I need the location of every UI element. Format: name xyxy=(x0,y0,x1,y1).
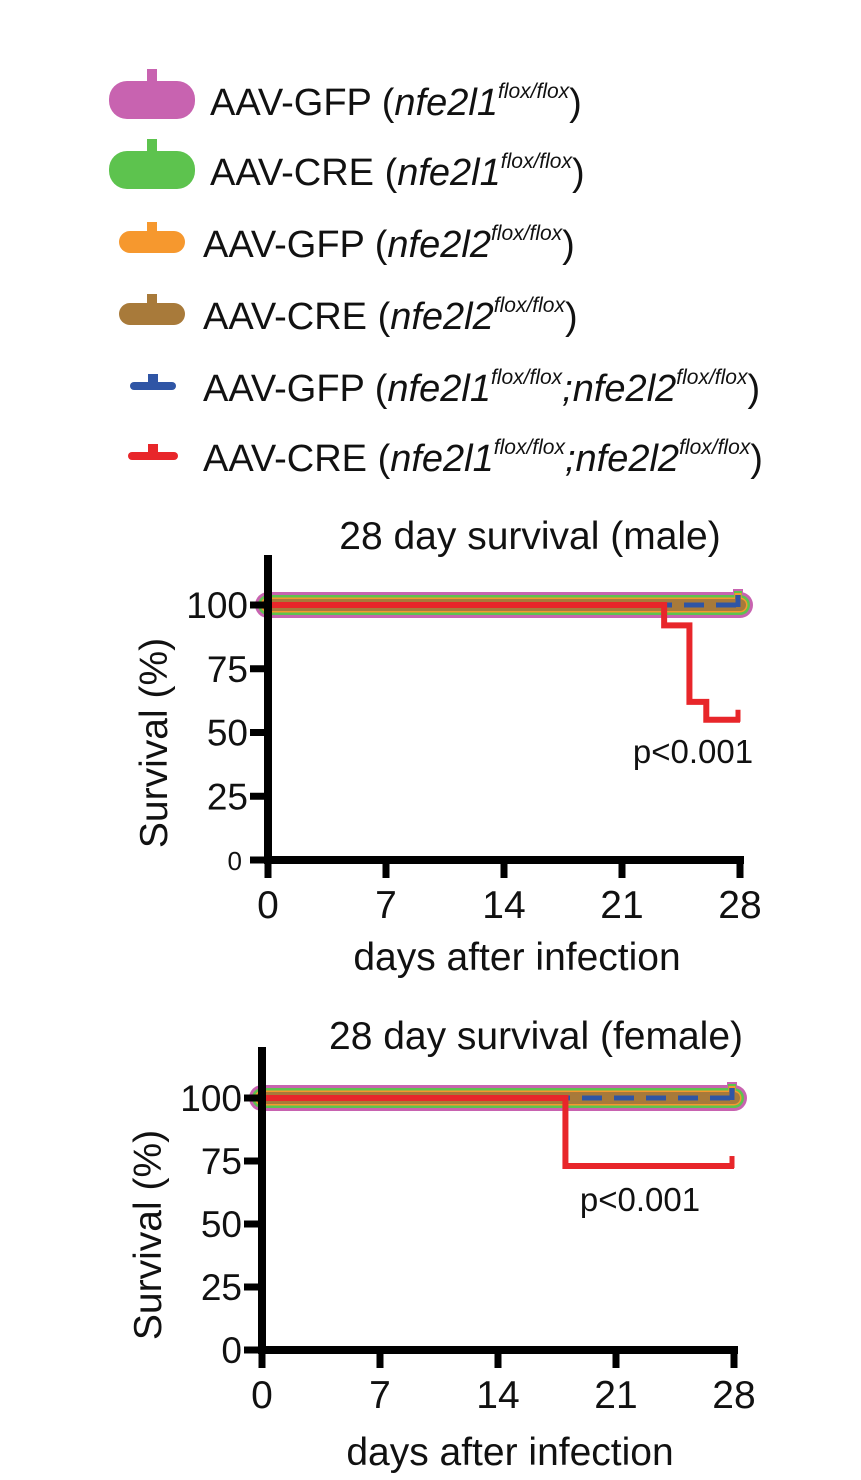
legend-item: AAV-GFP (nfe2l2flox/flox) xyxy=(0,210,861,270)
x-tick-label: 14 xyxy=(476,1374,519,1417)
legend-label: AAV-GFP (nfe2l1flox/flox) xyxy=(210,81,582,124)
y-tick-label: 75 xyxy=(201,1141,242,1182)
legend-label: AAV-GFP (nfe2l1flox/flox;nfe2l2flox/flox… xyxy=(203,367,761,410)
y-tick-label: 25 xyxy=(207,776,248,817)
legend-suffix: ) xyxy=(747,368,761,410)
chart-title: 28 day survival (female) xyxy=(329,1015,743,1058)
p-value-annotation: p<0.001 xyxy=(580,1181,700,1218)
legend-sup: flox/flox xyxy=(497,80,570,103)
legend-symbol xyxy=(109,69,195,119)
y-tick-label: 75 xyxy=(207,649,248,690)
series-line xyxy=(268,602,740,723)
legend-gene: nfe2l1 xyxy=(387,368,491,410)
x-tick-label: 0 xyxy=(251,1374,273,1417)
legend-label: AAV-CRE (nfe2l1flox/flox;nfe2l2flox/flox… xyxy=(203,437,763,480)
legend-item: AAV-CRE (nfe2l1flox/flox) xyxy=(0,138,861,198)
x-tick-label: 21 xyxy=(600,884,643,927)
legend-symbol xyxy=(128,444,178,460)
y-tick-label: 0 xyxy=(221,1330,242,1371)
chart-title: 28 day survival (male) xyxy=(339,515,720,558)
legend-suffix: ) xyxy=(571,152,585,194)
legend-sup: flox/flox xyxy=(490,222,563,245)
legend-sup: flox/flox xyxy=(490,366,563,389)
y-axis-label: Survival (%) xyxy=(127,1130,170,1340)
legend-item: AAV-CRE (nfe2l1flox/flox;nfe2l2flox/flox… xyxy=(0,424,861,484)
legend-sup: flox/flox xyxy=(493,436,565,459)
legend-sup: flox/flox xyxy=(676,366,748,389)
legend-gene: nfe2l2 xyxy=(575,438,680,480)
x-tick-label: 7 xyxy=(369,1374,391,1417)
legend-gene: nfe2l1 xyxy=(397,152,501,194)
legend-prefix: AAV-CRE ( xyxy=(210,152,398,194)
legend-gene: nfe2l1 xyxy=(390,438,494,480)
p-value-annotation: p<0.001 xyxy=(633,733,753,770)
x-tick-label: 0 xyxy=(257,884,279,927)
legend-item: AAV-GFP (nfe2l1flox/flox) xyxy=(0,68,861,128)
chart-female: 28 day survival (female) 0 25 50 75 100 0 7 14 21… xyxy=(127,1015,756,1474)
legend-symbol xyxy=(109,139,195,189)
legend-prefix: AAV-GFP ( xyxy=(203,224,388,266)
legend-sep: ; xyxy=(562,368,573,410)
legend-gene: nfe2l1 xyxy=(394,82,498,124)
y-tick-label: 25 xyxy=(201,1267,242,1308)
legend-symbol xyxy=(130,374,176,390)
legend-prefix: AAV-GFP ( xyxy=(203,368,388,410)
y-tick-label: 50 xyxy=(201,1204,242,1245)
x-tick-label: 21 xyxy=(594,1374,637,1417)
y-axis-label: Survival (%) xyxy=(133,638,176,848)
x-tick-label: 7 xyxy=(375,884,397,927)
legend-sup: flox/flox xyxy=(679,436,751,459)
legend-prefix: AAV-CRE ( xyxy=(203,438,391,480)
legend-suffix: ) xyxy=(562,224,575,266)
legend-label: AAV-GFP (nfe2l2flox/flox) xyxy=(203,223,575,266)
legend-item: AAV-CRE (nfe2l2flox/flox) xyxy=(0,282,861,342)
legend-sup: flox/flox xyxy=(493,294,565,317)
y-tick-label: 50 xyxy=(207,713,248,754)
y-tick-label: 100 xyxy=(180,1078,242,1119)
legend-item: AAV-GFP (nfe2l1flox/flox;nfe2l2flox/flox… xyxy=(0,354,861,414)
x-tick-label: 14 xyxy=(482,884,525,927)
legend-sup: flox/flox xyxy=(500,150,572,173)
chart-male: 28 day survival (male) 0 25 50 75 100 0 7 14 21 28… xyxy=(133,515,762,979)
legend-suffix: ) xyxy=(569,82,582,124)
legend-suffix: ) xyxy=(750,438,763,480)
legend-gene: nfe2l2 xyxy=(572,368,677,410)
legend-gene: nfe2l2 xyxy=(387,224,491,266)
legend-gene: nfe2l2 xyxy=(390,296,494,338)
legend-prefix: AAV-GFP ( xyxy=(210,82,395,124)
legend-sep: ; xyxy=(564,438,576,480)
y-tick-label: 0 xyxy=(228,846,242,876)
y-tick-label: 100 xyxy=(186,585,248,626)
legend-label: AAV-CRE (nfe2l1flox/flox) xyxy=(210,151,585,194)
legend-label: AAV-CRE (nfe2l2flox/flox) xyxy=(203,295,578,338)
legend-symbol xyxy=(119,294,185,325)
x-tick-label: 28 xyxy=(718,884,761,927)
series-line xyxy=(262,1095,734,1170)
x-tick-label: 28 xyxy=(712,1374,755,1417)
x-axis-label: days after infection xyxy=(346,1431,673,1474)
legend: AAV-GFP (nfe2l1flox/flox) AAV-CRE (nfe2l1… xyxy=(0,0,861,500)
x-axis-label: days after infection xyxy=(353,936,680,979)
legend-suffix: ) xyxy=(564,296,578,338)
legend-prefix: AAV-CRE ( xyxy=(203,296,391,338)
legend-symbol xyxy=(119,222,185,253)
